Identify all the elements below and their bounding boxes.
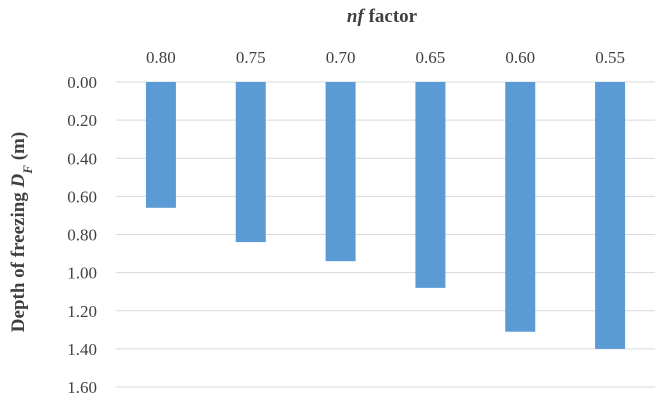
- y-axis-title: Depth of freezing DF (m): [8, 132, 35, 332]
- y-tick-label: 0.80: [67, 226, 97, 245]
- bar: [235, 82, 266, 243]
- y-tick-label: 0.00: [67, 73, 97, 92]
- y-tick-label: 0.20: [67, 111, 97, 130]
- y-tick-label: 0.60: [67, 187, 97, 206]
- bars: [145, 82, 626, 349]
- gridlines: [116, 81, 655, 388]
- x-tick-label: 0.60: [505, 48, 535, 67]
- x-tick-labels: 0.80 0.75 0.70 0.65 0.60 0.55: [146, 48, 625, 67]
- y-tick-labels: 0.00 0.20 0.40 0.60 0.80 1.00 1.20 1.40 1.60: [67, 73, 97, 397]
- x-tick-label: 0.65: [416, 48, 446, 67]
- bar: [415, 82, 446, 288]
- y-tick-label: 1.60: [67, 378, 97, 397]
- x-tick-label: 0.55: [595, 48, 625, 67]
- x-tick-label: 0.70: [326, 48, 356, 67]
- y-tick-label: 1.40: [67, 340, 97, 359]
- x-tick-label: 0.80: [146, 48, 176, 67]
- x-tick-label: 0.75: [236, 48, 266, 67]
- y-tick-label: 0.40: [67, 149, 97, 168]
- bar: [145, 82, 176, 208]
- y-tick-label: 1.00: [67, 264, 97, 283]
- bar: [505, 82, 536, 332]
- bar: [595, 82, 626, 349]
- y-tick-label: 1.20: [67, 302, 97, 321]
- x-axis-title: nf factor: [347, 6, 418, 27]
- bar: [325, 82, 356, 262]
